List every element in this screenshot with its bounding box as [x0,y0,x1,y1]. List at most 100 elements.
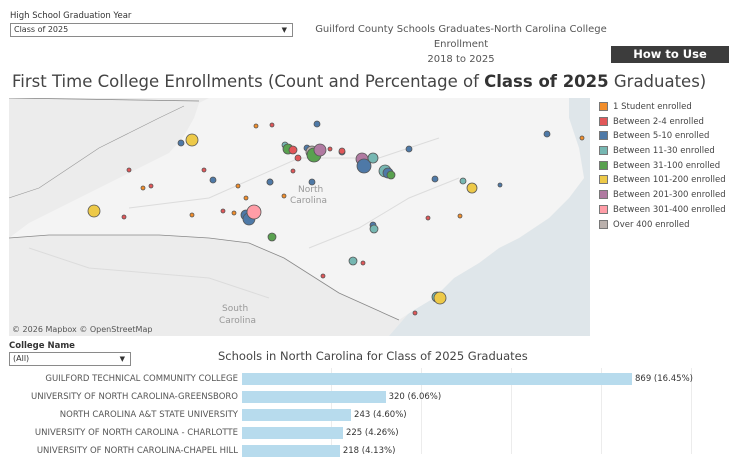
legend-label: Over 400 enrolled [613,219,690,230]
gridline [601,368,602,454]
legend-label: Between 31-100 enrolled [613,160,721,171]
legend-label: 1 Student enrolled [613,102,692,112]
map-label-south: South [222,304,248,314]
bar[interactable] [242,373,632,385]
college-marker[interactable] [148,183,154,189]
road-line [308,177,460,249]
legend-label: Between 5-10 enrolled [613,131,710,142]
bar[interactable] [242,391,386,403]
college-marker[interactable] [209,176,217,184]
college-marker[interactable] [231,210,237,216]
college-dropdown[interactable]: (All) ▼ [9,352,131,366]
legend-label: Between 101-200 enrolled [613,175,726,186]
college-marker[interactable] [185,133,199,147]
college-marker[interactable] [288,145,298,155]
college-marker[interactable] [87,204,101,218]
college-marker[interactable] [360,260,366,266]
college-marker[interactable] [348,256,358,266]
college-marker[interactable] [235,183,241,189]
bar-category-label: GUILFORD TECHNICAL COMMUNITY COLLEGE [45,374,238,384]
bar-value-label: 225 (4.26%) [345,428,399,438]
college-marker[interactable] [281,193,287,199]
college-marker[interactable] [269,122,275,128]
college-marker[interactable] [220,208,226,214]
grad-year-filter-label: High School Graduation Year [10,11,132,21]
college-marker[interactable] [457,213,463,219]
nc-tn-border [9,105,185,199]
college-marker[interactable] [327,146,333,152]
college-marker[interactable] [308,178,316,186]
college-marker[interactable] [246,204,262,220]
nc-sc-border [9,234,400,321]
college-marker[interactable] [313,143,327,157]
legend-swatch [599,146,608,156]
legend-swatch [599,175,608,185]
college-marker[interactable] [253,123,259,129]
college-marker[interactable] [459,177,467,185]
map-label-north: North [298,185,323,195]
legend-swatch [599,102,608,111]
map-label-carolina: Carolina [290,196,327,206]
bar-category-label: UNIVERSITY OF NORTH CAROLINA - CHARLOTTE [34,428,238,438]
college-marker[interactable] [313,120,321,128]
college-dropdown-value: (All) [13,354,30,363]
college-filter-label: College Name [9,341,75,351]
college-marker[interactable] [579,135,585,141]
bar[interactable] [242,409,352,421]
legend-label: Between 201-300 enrolled [613,190,726,201]
college-marker[interactable] [177,139,185,147]
college-marker[interactable] [405,145,413,153]
college-marker[interactable] [369,224,379,234]
report-title: Guilford County Schools Graduates-North … [296,22,626,67]
college-marker[interactable] [294,154,302,162]
gridline [511,368,512,454]
legend-swatch [599,131,608,141]
college-marker[interactable] [338,147,346,155]
college-marker[interactable] [425,215,431,221]
bar[interactable] [242,445,340,457]
bar-value-label: 869 (16.45%) [635,374,693,384]
college-marker[interactable] [266,178,274,186]
grad-year-dropdown-value: Class of 2025 [14,25,69,34]
college-marker[interactable] [497,182,503,188]
college-marker[interactable] [320,273,326,279]
chevron-down-icon: ▼ [119,355,125,363]
grad-year-dropdown[interactable]: Class of 2025 ▼ [10,23,293,37]
bar-chart-title: Schools in North Carolina for Class of 2… [218,349,528,363]
bar[interactable] [242,427,343,439]
map-canvas: North Carolina South Carolina [9,98,590,336]
road-line [28,247,270,299]
map-credit[interactable]: © 2026 Mapbox © OpenStreetMap [12,325,153,334]
college-marker[interactable] [126,167,132,173]
legend-label: Between 2-4 enrolled [613,116,704,127]
map-title: First Time College Enrollments (Count an… [12,72,706,91]
how-to-use-button[interactable]: How to Use [611,46,729,63]
college-marker[interactable] [543,130,551,138]
college-marker[interactable] [412,310,418,316]
nc-va-border [9,98,200,102]
college-marker[interactable] [367,152,379,164]
college-marker[interactable] [267,232,277,242]
north-carolina-land [9,98,584,320]
college-marker[interactable] [466,182,478,194]
gridline [421,368,422,454]
legend-swatch [599,160,608,170]
ocean-area [389,98,590,336]
bar-value-label: 320 (6.06%) [388,392,442,402]
college-marker[interactable] [431,175,439,183]
college-marker[interactable] [189,212,195,218]
college-marker[interactable] [243,195,249,201]
college-marker[interactable] [386,170,396,180]
college-marker[interactable] [290,168,296,174]
enrollment-map[interactable]: North Carolina South Carolina © 2026 Map… [9,98,590,336]
college-marker[interactable] [201,167,207,173]
bar-category-label: UNIVERSITY OF NORTH CAROLINA-CHAPEL HILL [36,446,238,456]
legend-swatch [599,204,608,214]
gridline [691,368,692,454]
college-marker[interactable] [356,158,372,174]
college-marker[interactable] [121,214,127,220]
legend-swatch [599,190,608,200]
college-marker[interactable] [140,185,146,191]
college-marker[interactable] [433,291,447,305]
chevron-down-icon: ▼ [281,26,287,34]
